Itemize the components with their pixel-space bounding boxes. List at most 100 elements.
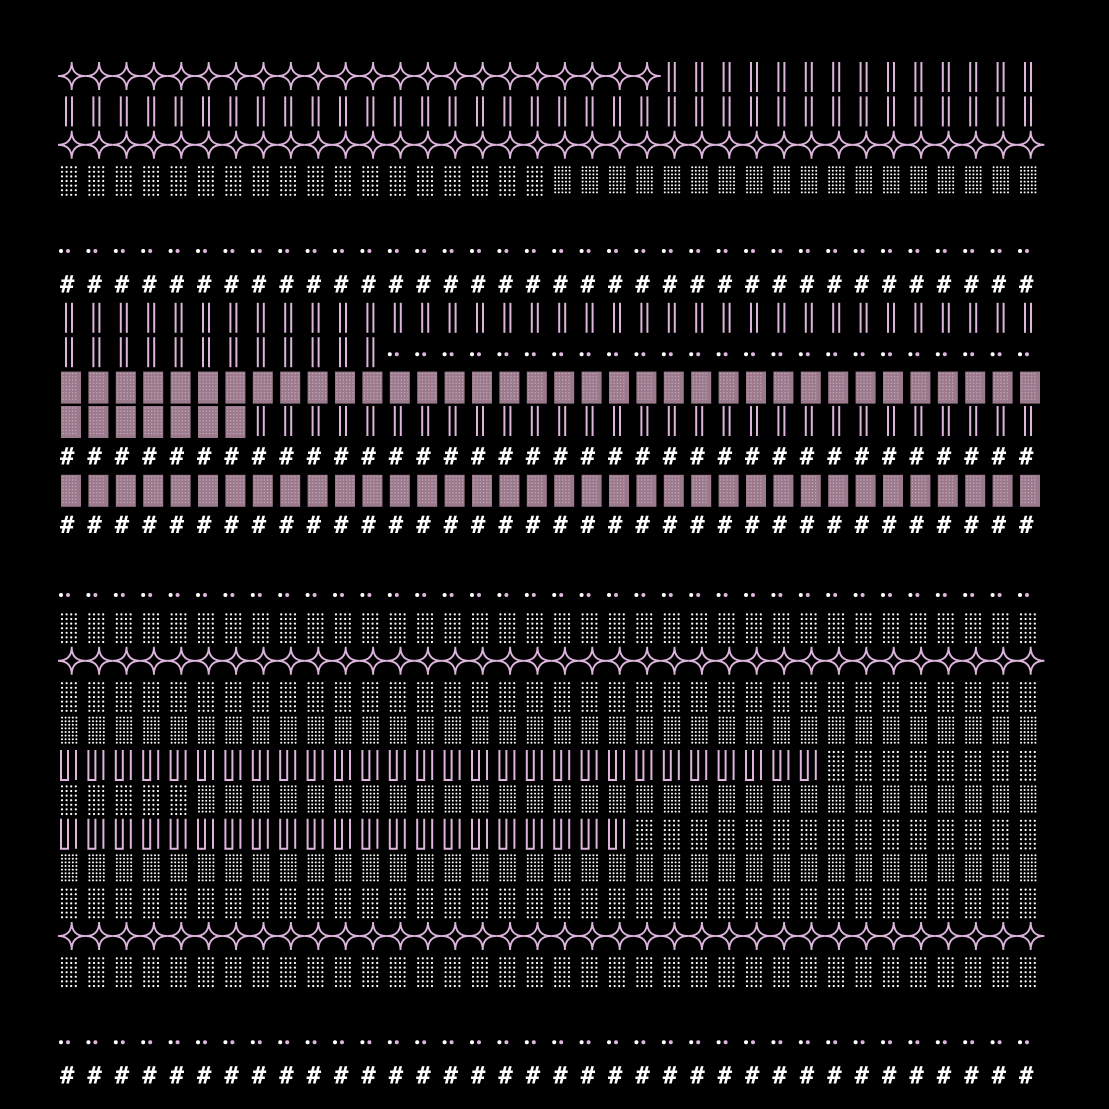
glyph-p [119,302,128,333]
glyph-p [284,406,293,436]
glyph-p [393,406,402,436]
glyph-p [887,96,895,127]
glyph-h: # [444,270,459,298]
glyph-d [387,352,399,357]
glyph-p [448,406,457,436]
glyph-h: # [279,270,294,298]
glyph-g [992,166,1009,194]
glyph-h: # [526,1062,541,1090]
svg-text:#: # [718,270,733,298]
glyph-p [941,302,950,333]
svg-text:#: # [827,442,842,470]
glyph-q [143,166,160,196]
glyph-p [832,302,841,333]
glyph-q [60,166,77,196]
glyph-d [716,352,728,357]
glyph-h: # [855,511,870,539]
glyph-f [992,371,1013,404]
glyph-h: # [635,270,650,298]
glyph-p [366,406,375,436]
glyph-f [170,371,191,404]
glyph-d [579,352,591,357]
glyph-f [444,371,465,404]
glyph-d [963,249,975,253]
glyph-d [497,352,509,357]
glyph-h: # [553,511,568,539]
glyph-f [115,474,136,507]
svg-text:#: # [170,442,185,470]
glyph-p [1024,406,1032,436]
glyph-p [65,96,73,127]
glyph-p [887,62,895,92]
glyph-f [61,474,81,507]
svg-text:#: # [882,442,897,470]
glyph-p [832,62,841,92]
glyph-f [855,371,876,404]
svg-text:#: # [581,270,596,298]
glyph-h: # [60,442,75,470]
glyph-p [887,302,895,333]
svg-text:#: # [1019,442,1034,470]
glyph-p [311,96,320,127]
glyph-d [908,352,920,357]
glyph-p [859,302,868,333]
glyph-p [914,302,923,333]
glyph-h: # [197,270,212,298]
glyph-g [773,166,790,194]
glyph-h: # [197,1062,212,1090]
glyph-d [607,249,618,253]
glyph-h: # [471,1062,486,1090]
glyph-p [311,337,320,368]
glyph-g [855,166,872,194]
svg-text:#: # [745,270,760,298]
glyph-f [937,371,958,404]
glyph-f [252,474,273,507]
glyph-f [965,371,986,404]
glyph-p [65,337,73,368]
glyph-h: # [224,270,239,298]
glyph-d [661,249,673,253]
glyph-h: # [827,442,842,470]
glyph-h: # [772,270,787,298]
glyph-h: # [87,511,102,539]
glyph-h: # [87,442,102,470]
glyph-h: # [224,511,239,539]
glyph-p [722,302,731,333]
glyph-f [800,474,821,507]
glyph-p [695,62,704,92]
glyph-p [311,302,320,333]
glyph-d [524,352,536,357]
glyph-h: # [909,511,924,539]
svg-text:#: # [471,270,486,298]
svg-text:#: # [690,442,705,470]
glyph-p [339,337,347,368]
svg-text:#: # [690,270,705,298]
glyph-p [750,302,758,333]
glyph-p [503,96,512,127]
glyph-f [417,474,438,507]
svg-text:#: # [800,442,815,470]
glyph-h: # [389,511,404,539]
glyph-q [115,166,132,196]
glyph-d [59,249,70,253]
glyph-d [1018,249,1029,253]
glyph-h: # [1019,1062,1034,1090]
glyph-h: # [416,442,431,470]
glyph-f [88,371,109,404]
glyph-d [771,249,783,253]
glyph-p [750,96,758,127]
glyph-d [141,593,153,597]
glyph-d [716,249,728,253]
glyph-d [661,352,673,357]
svg-text:#: # [334,442,349,470]
glyph-p [777,302,786,333]
svg-text:#: # [416,442,431,470]
glyph-f [198,371,218,404]
svg-text:#: # [471,442,486,470]
glyph-h: # [937,442,952,470]
glyph-h: # [635,511,650,539]
glyph-d [196,593,207,597]
glyph-p [1024,96,1032,127]
glyph-h: # [307,1062,322,1090]
glyph-f [526,474,547,507]
